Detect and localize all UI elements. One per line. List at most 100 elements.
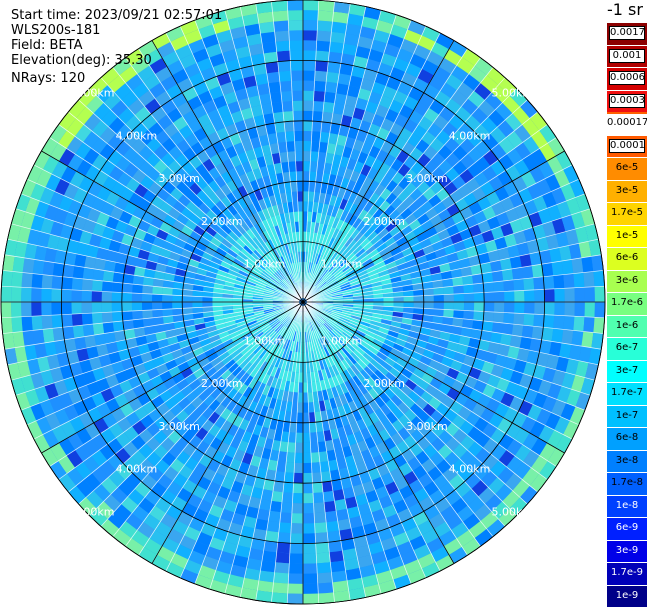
ray-bin: [285, 462, 295, 473]
ray-bin: [219, 550, 236, 565]
azimuth-spokes: [1, 0, 605, 604]
ray-bin: [245, 280, 257, 287]
ray-bin: [209, 579, 228, 594]
ray-bin: [425, 365, 438, 378]
ray-bin: [91, 433, 108, 450]
ray-bin: [44, 341, 57, 357]
ray-bin: [267, 315, 277, 323]
ray-bin: [315, 339, 322, 350]
ray-bin: [150, 481, 167, 498]
ray-bin: [303, 523, 316, 534]
ray-bin: [529, 420, 546, 438]
ray-bin: [421, 372, 434, 385]
ray-bin: [311, 462, 321, 473]
ray-bin: [150, 106, 167, 123]
ray-bin: [240, 525, 255, 539]
ray-bin: [551, 261, 564, 276]
ray-bin: [384, 356, 396, 368]
ray-bin: [514, 142, 531, 160]
ray-bin: [51, 288, 62, 302]
ray-separator: [304, 32, 441, 299]
ray-bin: [335, 350, 345, 362]
ray-bin: [235, 369, 246, 381]
colorbar-tick-label: 3e-7: [615, 364, 639, 376]
ray-bin: [83, 455, 100, 474]
ray-bin: [127, 246, 141, 258]
ray-bin: [262, 384, 271, 396]
ray-bin: [359, 26, 376, 40]
ray-bin: [325, 152, 335, 165]
ray-bin: [435, 32, 454, 50]
ray-bin: [252, 63, 267, 76]
ray-bin: [274, 367, 282, 379]
ray-bin: [373, 560, 391, 575]
ray-bin: [361, 283, 372, 290]
ray-bin: [163, 272, 175, 282]
ray-bin: [325, 275, 335, 283]
ray-bin: [329, 330, 339, 340]
ray-bin: [185, 390, 199, 404]
colorbar-cell: [607, 247, 647, 270]
ray-bin: [410, 351, 423, 362]
ray-bin: [268, 510, 281, 523]
ray-separator: [303, 10, 382, 299]
ray-bin: [233, 212, 244, 224]
ray-separator: [306, 254, 602, 302]
ray-bin: [554, 302, 565, 316]
ray-bin: [133, 266, 146, 277]
ray-bin: [524, 289, 535, 302]
ray-bin: [486, 518, 506, 537]
ray-bin: [81, 313, 93, 326]
ray-bin: [111, 229, 125, 243]
ray-bin: [482, 165, 498, 182]
ray-bin: [359, 355, 371, 367]
ray-bin: [183, 319, 195, 328]
ray-bin: [36, 416, 52, 435]
ray-bin: [69, 227, 83, 243]
ray-bin: [252, 380, 262, 392]
ray-bin: [230, 564, 247, 578]
ray-bin: [531, 264, 544, 278]
ray-bin: [244, 567, 261, 581]
ray-bin: [450, 325, 463, 336]
ray-bin: [388, 382, 401, 395]
ray-bin: [192, 284, 204, 292]
ray-bin: [224, 359, 236, 370]
ray-bin: [381, 232, 393, 243]
ray-bin: [526, 350, 540, 365]
ray-bin: [448, 114, 465, 130]
ray-bin: [385, 411, 399, 425]
ray-bin: [202, 286, 214, 293]
ray-bin: [93, 483, 111, 502]
ray-bin: [319, 461, 330, 473]
ray-bin: [390, 565, 408, 580]
ray-bin: [117, 417, 132, 433]
ray-bin: [67, 432, 84, 451]
ray-bin: [593, 317, 605, 334]
ray-bin: [208, 504, 224, 519]
ray-bin: [569, 179, 585, 198]
ray-bin: [400, 38, 418, 54]
ray-bin: [271, 275, 281, 283]
ray-bin: [331, 228, 340, 240]
ray-separator: [305, 57, 481, 299]
ray-bin: [387, 352, 399, 363]
ray-bin: [332, 154, 343, 166]
ray-bin: [269, 142, 280, 155]
ray-bin: [378, 269, 390, 278]
ray-bin: [312, 110, 323, 122]
ray-bin: [292, 320, 297, 331]
ray-bin: [195, 427, 209, 441]
ray-bin: [310, 442, 319, 453]
ray-bin: [164, 396, 178, 410]
ray-bin: [314, 181, 322, 193]
ray-bin: [321, 111, 333, 124]
ray-bin: [400, 367, 413, 379]
ray-bin: [130, 237, 144, 250]
ray-bin: [86, 244, 99, 259]
ray-bin: [491, 201, 506, 217]
ray-bin: [242, 194, 253, 207]
ray-bin: [344, 95, 358, 108]
ray-bin: [355, 266, 366, 275]
ray-bin: [280, 90, 293, 102]
